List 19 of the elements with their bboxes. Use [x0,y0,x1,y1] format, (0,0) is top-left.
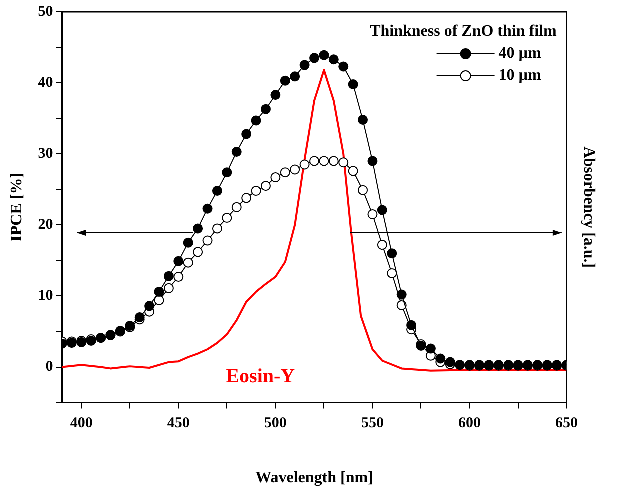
y2-axis-title: Absorbency [a.u.] [580,146,598,268]
series-label: Eosin-Y [226,365,296,388]
x-axis-title: Wavelength [nm] [256,470,374,487]
legend-label: 40 µm [498,45,542,62]
x-tick-label: 450 [167,416,190,432]
x-tick-label: 500 [264,416,287,432]
y-tick-label: 20 [38,217,54,234]
x-tick-label: 550 [361,416,384,432]
x-tick-label: 600 [458,416,482,432]
legend-title: Thinkness of ZnO thin film [370,23,558,40]
y-tick-label: 0 [46,359,54,376]
x-tick-label: 650 [556,416,578,432]
y-tick-label: 30 [38,146,54,162]
y-tick-label: 40 [38,74,54,91]
x-tick-label: 400 [70,416,93,432]
y-tick-label: 10 [38,288,54,304]
legend-label: 10 µm [498,67,542,84]
y-axis-title: IPCE [%] [8,172,26,242]
y-tick-label: 50 [38,4,54,20]
